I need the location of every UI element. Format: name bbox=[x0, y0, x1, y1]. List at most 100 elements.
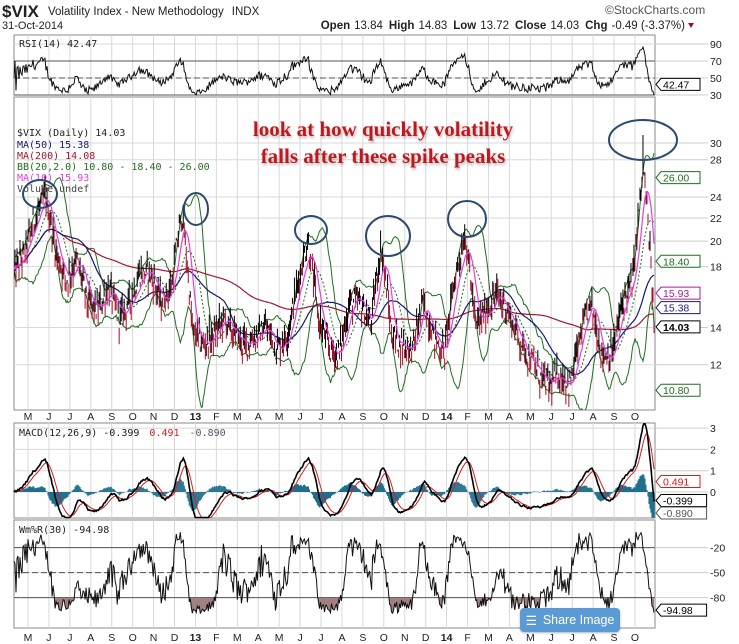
layers-icon: ☰ bbox=[525, 613, 537, 628]
x-tick-label: D bbox=[422, 632, 430, 644]
x-tick-label: M bbox=[233, 632, 242, 644]
wmr-last-tag: -94.98 bbox=[655, 603, 708, 617]
x-tick-label: D bbox=[171, 411, 179, 423]
close-label: Close bbox=[515, 20, 546, 32]
x-tick-label: J bbox=[46, 411, 51, 423]
macd-signal-tag-box bbox=[655, 475, 701, 489]
chg-label: Chg bbox=[585, 20, 607, 32]
wmr-tick-label: -80 bbox=[710, 593, 725, 605]
x-tick-label: O bbox=[631, 632, 639, 644]
legend-ma200: MA(200) 14.08 bbox=[17, 151, 95, 162]
legend-ma50: MA(50) 15.38 bbox=[17, 140, 89, 151]
x-tick-label: M bbox=[24, 632, 33, 644]
x-tick-label: J bbox=[549, 411, 554, 423]
x-tick-label: O bbox=[631, 411, 639, 423]
chart-marks: MMJJJJAASSOONNDD1313FFMMAAMMJJJJAASSOONN… bbox=[13, 39, 725, 644]
share-image-button[interactable]: ☰ Share Image bbox=[520, 608, 620, 632]
x-tick-label: M bbox=[484, 632, 493, 644]
spike-circles bbox=[22, 119, 678, 257]
x-tick-label: A bbox=[255, 411, 262, 423]
rsi-tick-label: 90 bbox=[710, 39, 722, 51]
x-tick-label: 13 bbox=[190, 411, 202, 423]
price-panel bbox=[13, 96, 656, 411]
instrument-title: Volatility Index - New Methodology INDX bbox=[48, 6, 260, 18]
price-legend-vix: $VIX (Daily) 14.03 bbox=[17, 128, 125, 139]
high-value: 14.83 bbox=[418, 20, 447, 32]
bb-lower-tag: 10.80 bbox=[655, 383, 701, 397]
x-tick-label: D bbox=[422, 411, 430, 423]
x-tick-label: J bbox=[46, 632, 51, 644]
annotation: look at how quickly volatility falls aft… bbox=[253, 117, 514, 168]
ma50-tag: 15.38 bbox=[655, 301, 701, 315]
wmr-last-tag-text: -94.98 bbox=[663, 605, 693, 617]
legend-ma10: MA(10) 15.93 bbox=[17, 173, 89, 184]
close-value: 14.03 bbox=[550, 20, 579, 32]
x-tick-label: J bbox=[318, 632, 323, 644]
spike-circle bbox=[447, 200, 487, 238]
spike-circle bbox=[294, 215, 328, 245]
x-tick-label: M bbox=[484, 411, 493, 423]
ma10-tag-box bbox=[655, 286, 701, 300]
x-tick-label: J bbox=[570, 411, 575, 423]
ma50-tag-text: 15.38 bbox=[663, 303, 689, 315]
wmr-panel bbox=[13, 519, 656, 629]
x-tick-label: A bbox=[255, 632, 262, 644]
price-tick-label: 12 bbox=[710, 360, 722, 372]
x-tick-label: J bbox=[570, 632, 575, 644]
price-tick-label: 22 bbox=[710, 213, 722, 225]
low-label: Low bbox=[453, 20, 476, 32]
x-tick-label: S bbox=[108, 632, 115, 644]
symbol: $VIX bbox=[2, 2, 40, 21]
x-tick-label: M bbox=[526, 411, 535, 423]
macd-legend: MACD(12,26,9) -0.399 bbox=[19, 428, 139, 439]
x-tick-label: A bbox=[87, 632, 94, 644]
x-tick-label: 13 bbox=[190, 632, 202, 644]
macd-tick-label: 3 bbox=[710, 423, 716, 435]
macd-signal-tag: 0.491 bbox=[655, 475, 701, 489]
wmr-legend: Wm%R(30) -94.98 bbox=[19, 525, 109, 536]
x-tick-label: S bbox=[359, 411, 366, 423]
x-tick-label: J bbox=[297, 632, 302, 644]
wmr-line bbox=[13, 531, 655, 615]
bb-upper-tag: 26.00 bbox=[655, 171, 701, 185]
spike-circle bbox=[22, 179, 58, 209]
macd-tag-text: -0.399 bbox=[663, 495, 693, 507]
x-tick-label: A bbox=[87, 411, 94, 423]
macd-hist-tag-text: -0.890 bbox=[663, 508, 693, 520]
rsi-last-tag: 42.47 bbox=[655, 77, 701, 91]
bb-lower-tag-text: 10.80 bbox=[663, 385, 689, 397]
x-tick-label: O bbox=[129, 632, 137, 644]
open-label: Open bbox=[321, 20, 350, 32]
bb-mid-tag: 18.40 bbox=[655, 254, 701, 268]
x-tick-label: O bbox=[380, 411, 388, 423]
close-tag-box bbox=[655, 320, 701, 334]
rsi-tick-label: 50 bbox=[710, 73, 722, 85]
macd-hist-legend: -0.890 bbox=[190, 428, 226, 439]
x-tick-label: J bbox=[67, 411, 72, 423]
macd-tick-label: 0 bbox=[710, 487, 716, 499]
x-tick-label: F bbox=[213, 632, 219, 644]
annotation-line-1: look at how quickly volatility bbox=[253, 117, 514, 141]
ma50-line bbox=[14, 228, 655, 376]
rsi-last-tag-box bbox=[655, 77, 701, 91]
x-tick-label: A bbox=[506, 411, 513, 423]
rsi-line bbox=[13, 45, 655, 96]
x-tick-label: A bbox=[338, 632, 345, 644]
x-tick-label: O bbox=[380, 632, 388, 644]
x-tick-label: N bbox=[401, 632, 409, 644]
open-value: 13.84 bbox=[354, 20, 383, 32]
x-tick-label: S bbox=[108, 411, 115, 423]
wmr-fill-area bbox=[54, 598, 654, 614]
x-tick-label: A bbox=[590, 411, 597, 423]
wmr-last-tag-box bbox=[655, 603, 708, 617]
x-tick-label: M bbox=[275, 411, 284, 423]
macd-line bbox=[13, 422, 655, 519]
price-tick-label: 24 bbox=[710, 192, 722, 204]
macd-tick-label: 2 bbox=[710, 444, 716, 456]
x-tick-label: D bbox=[171, 632, 179, 644]
x-tick-label: A bbox=[590, 632, 597, 644]
macd-tick-label: 1 bbox=[710, 466, 716, 478]
wmr-tick-label: -20 bbox=[710, 543, 725, 555]
ma10-line bbox=[14, 190, 655, 386]
price-tick-label: 14 bbox=[710, 322, 722, 334]
